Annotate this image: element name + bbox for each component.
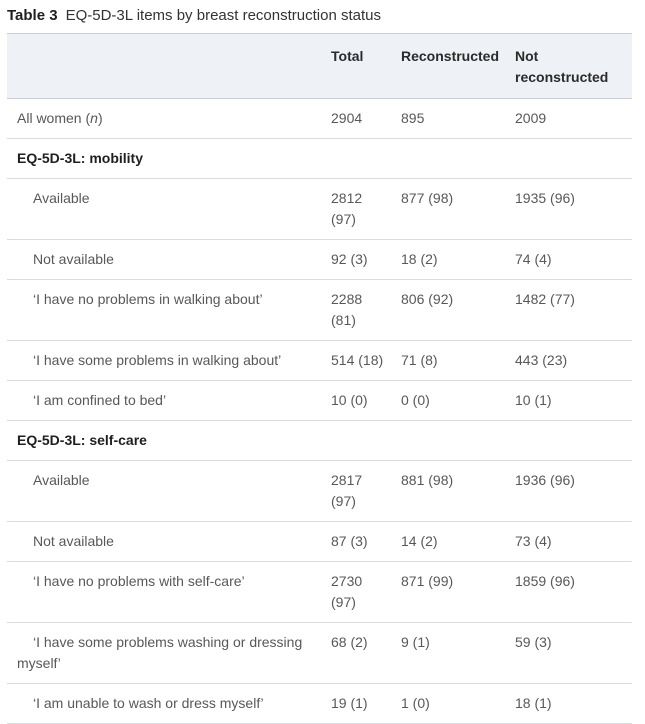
table-row: ‘I have no problems with self-care’ 2730 … xyxy=(7,561,632,623)
table-header: Total Reconstructed Not reconstructed xyxy=(7,33,632,99)
column-header-reconstructed: Reconstructed xyxy=(401,33,515,99)
reconstructed-value: 806 (92) xyxy=(401,279,515,341)
not-reconstructed-value: 59 (3) xyxy=(515,622,632,684)
reconstructed-value: 9 (1) xyxy=(401,622,515,684)
row-label-text: Available xyxy=(33,190,90,206)
section-label: EQ-5D-3L: self-care xyxy=(7,420,632,461)
row-label-text: All women ( xyxy=(17,110,91,126)
section-row: EQ-5D-3L: self-care xyxy=(7,420,632,461)
table-row: All women (n) 2904 895 2009 xyxy=(7,98,632,139)
row-label: All women (n) xyxy=(7,98,331,139)
reconstructed-value: 0 (0) xyxy=(401,380,515,421)
row-label: Available xyxy=(7,178,331,240)
not-reconstructed-value: 1482 (77) xyxy=(515,279,632,341)
total-value: 87 (3) xyxy=(331,521,401,562)
total-value: 19 (1) xyxy=(331,683,401,724)
row-label-text: ‘I am confined to bed’ xyxy=(33,392,167,408)
row-label-italic: n xyxy=(90,110,98,126)
column-header-not-reconstructed: Not reconstructed xyxy=(515,33,632,99)
row-label-text: Not available xyxy=(33,251,114,267)
table-caption-number: Table 3 xyxy=(7,7,58,24)
row-label-text: ) xyxy=(97,110,103,126)
row-label-text: ‘I have no problems in walking about’ xyxy=(33,291,263,307)
not-reconstructed-value: 1935 (96) xyxy=(515,178,632,240)
table-row: ‘I have no problems in walking about’ 228… xyxy=(7,279,632,341)
row-label: Available xyxy=(7,460,331,522)
column-header-total: Total xyxy=(331,33,401,99)
reconstructed-value: 895 xyxy=(401,98,515,139)
row-label: Not available xyxy=(7,521,331,562)
table-caption: Table 3 EQ-5D-3L items by breast reconstr… xyxy=(7,5,632,26)
total-value: 2904 xyxy=(331,98,401,139)
reconstructed-value: 14 (2) xyxy=(401,521,515,562)
row-label: ‘I have some problems washing or dressin… xyxy=(7,622,331,684)
eq5d-items-table: Total Reconstructed Not reconstructed Al… xyxy=(7,33,632,724)
row-label-text: ‘I am unable to wash or dress myself’ xyxy=(33,695,264,711)
total-value: 2730 (97) xyxy=(331,561,401,623)
row-label: ‘I have no problems with self-care’ xyxy=(7,561,331,623)
not-reconstructed-value: 2009 xyxy=(515,98,632,139)
not-reconstructed-value: 1859 (96) xyxy=(515,561,632,623)
row-label: ‘I have some problems in walking about’ xyxy=(7,340,331,381)
total-value: 2812 (97) xyxy=(331,178,401,240)
table-row: ‘I am unable to wash or dress myself’ 19 … xyxy=(7,683,632,724)
column-header-empty xyxy=(7,33,331,99)
row-label: ‘I am confined to bed’ xyxy=(7,380,331,421)
not-reconstructed-value: 10 (1) xyxy=(515,380,632,421)
total-value: 2817 (97) xyxy=(331,460,401,522)
row-label: ‘I am unable to wash or dress myself’ xyxy=(7,683,331,724)
row-label-text: Not available xyxy=(33,533,114,549)
reconstructed-value: 18 (2) xyxy=(401,239,515,280)
not-reconstructed-value: 18 (1) xyxy=(515,683,632,724)
table-row: ‘I have some problems washing or dressin… xyxy=(7,622,632,684)
table-row: ‘I am confined to bed’ 10 (0) 0 (0) 10 (1) xyxy=(7,380,632,421)
reconstructed-value: 871 (99) xyxy=(401,561,515,623)
table-row: Available 2817 (97) 881 (98) 1936 (96) xyxy=(7,460,632,522)
section-label: EQ-5D-3L: mobility xyxy=(7,138,632,179)
row-label-text: Available xyxy=(33,472,90,488)
row-label: Not available xyxy=(7,239,331,280)
total-value: 514 (18) xyxy=(331,340,401,381)
row-label: ‘I have no problems in walking about’ xyxy=(7,279,331,341)
table-row: Not available 92 (3) 18 (2) 74 (4) xyxy=(7,239,632,280)
section-row: EQ-5D-3L: mobility xyxy=(7,138,632,179)
table-caption-text: EQ-5D-3L items by breast reconstruction … xyxy=(65,7,381,24)
table-row: Not available 87 (3) 14 (2) 73 (4) xyxy=(7,521,632,562)
table-body: All women (n) 2904 895 2009 EQ-5D-3L: mobili… xyxy=(7,98,632,724)
reconstructed-value: 877 (98) xyxy=(401,178,515,240)
total-value: 92 (3) xyxy=(331,239,401,280)
not-reconstructed-value: 74 (4) xyxy=(515,239,632,280)
total-value: 68 (2) xyxy=(331,622,401,684)
not-reconstructed-value: 443 (23) xyxy=(515,340,632,381)
row-label-text: ‘I have some problems in walking about’ xyxy=(33,352,282,368)
total-value: 2288 (81) xyxy=(331,279,401,341)
not-reconstructed-value: 1936 (96) xyxy=(515,460,632,522)
table-row: ‘I have some problems in walking about’ 5… xyxy=(7,340,632,381)
row-label-text: ‘I have some problems washing or dressin… xyxy=(17,634,303,671)
reconstructed-value: 881 (98) xyxy=(401,460,515,522)
row-label-text: ‘I have no problems with self-care’ xyxy=(33,573,245,589)
not-reconstructed-value: 73 (4) xyxy=(515,521,632,562)
reconstructed-value: 71 (8) xyxy=(401,340,515,381)
reconstructed-value: 1 (0) xyxy=(401,683,515,724)
total-value: 10 (0) xyxy=(331,380,401,421)
table-row: Available 2812 (97) 877 (98) 1935 (96) xyxy=(7,178,632,240)
table-header-row: Total Reconstructed Not reconstructed xyxy=(7,33,632,99)
